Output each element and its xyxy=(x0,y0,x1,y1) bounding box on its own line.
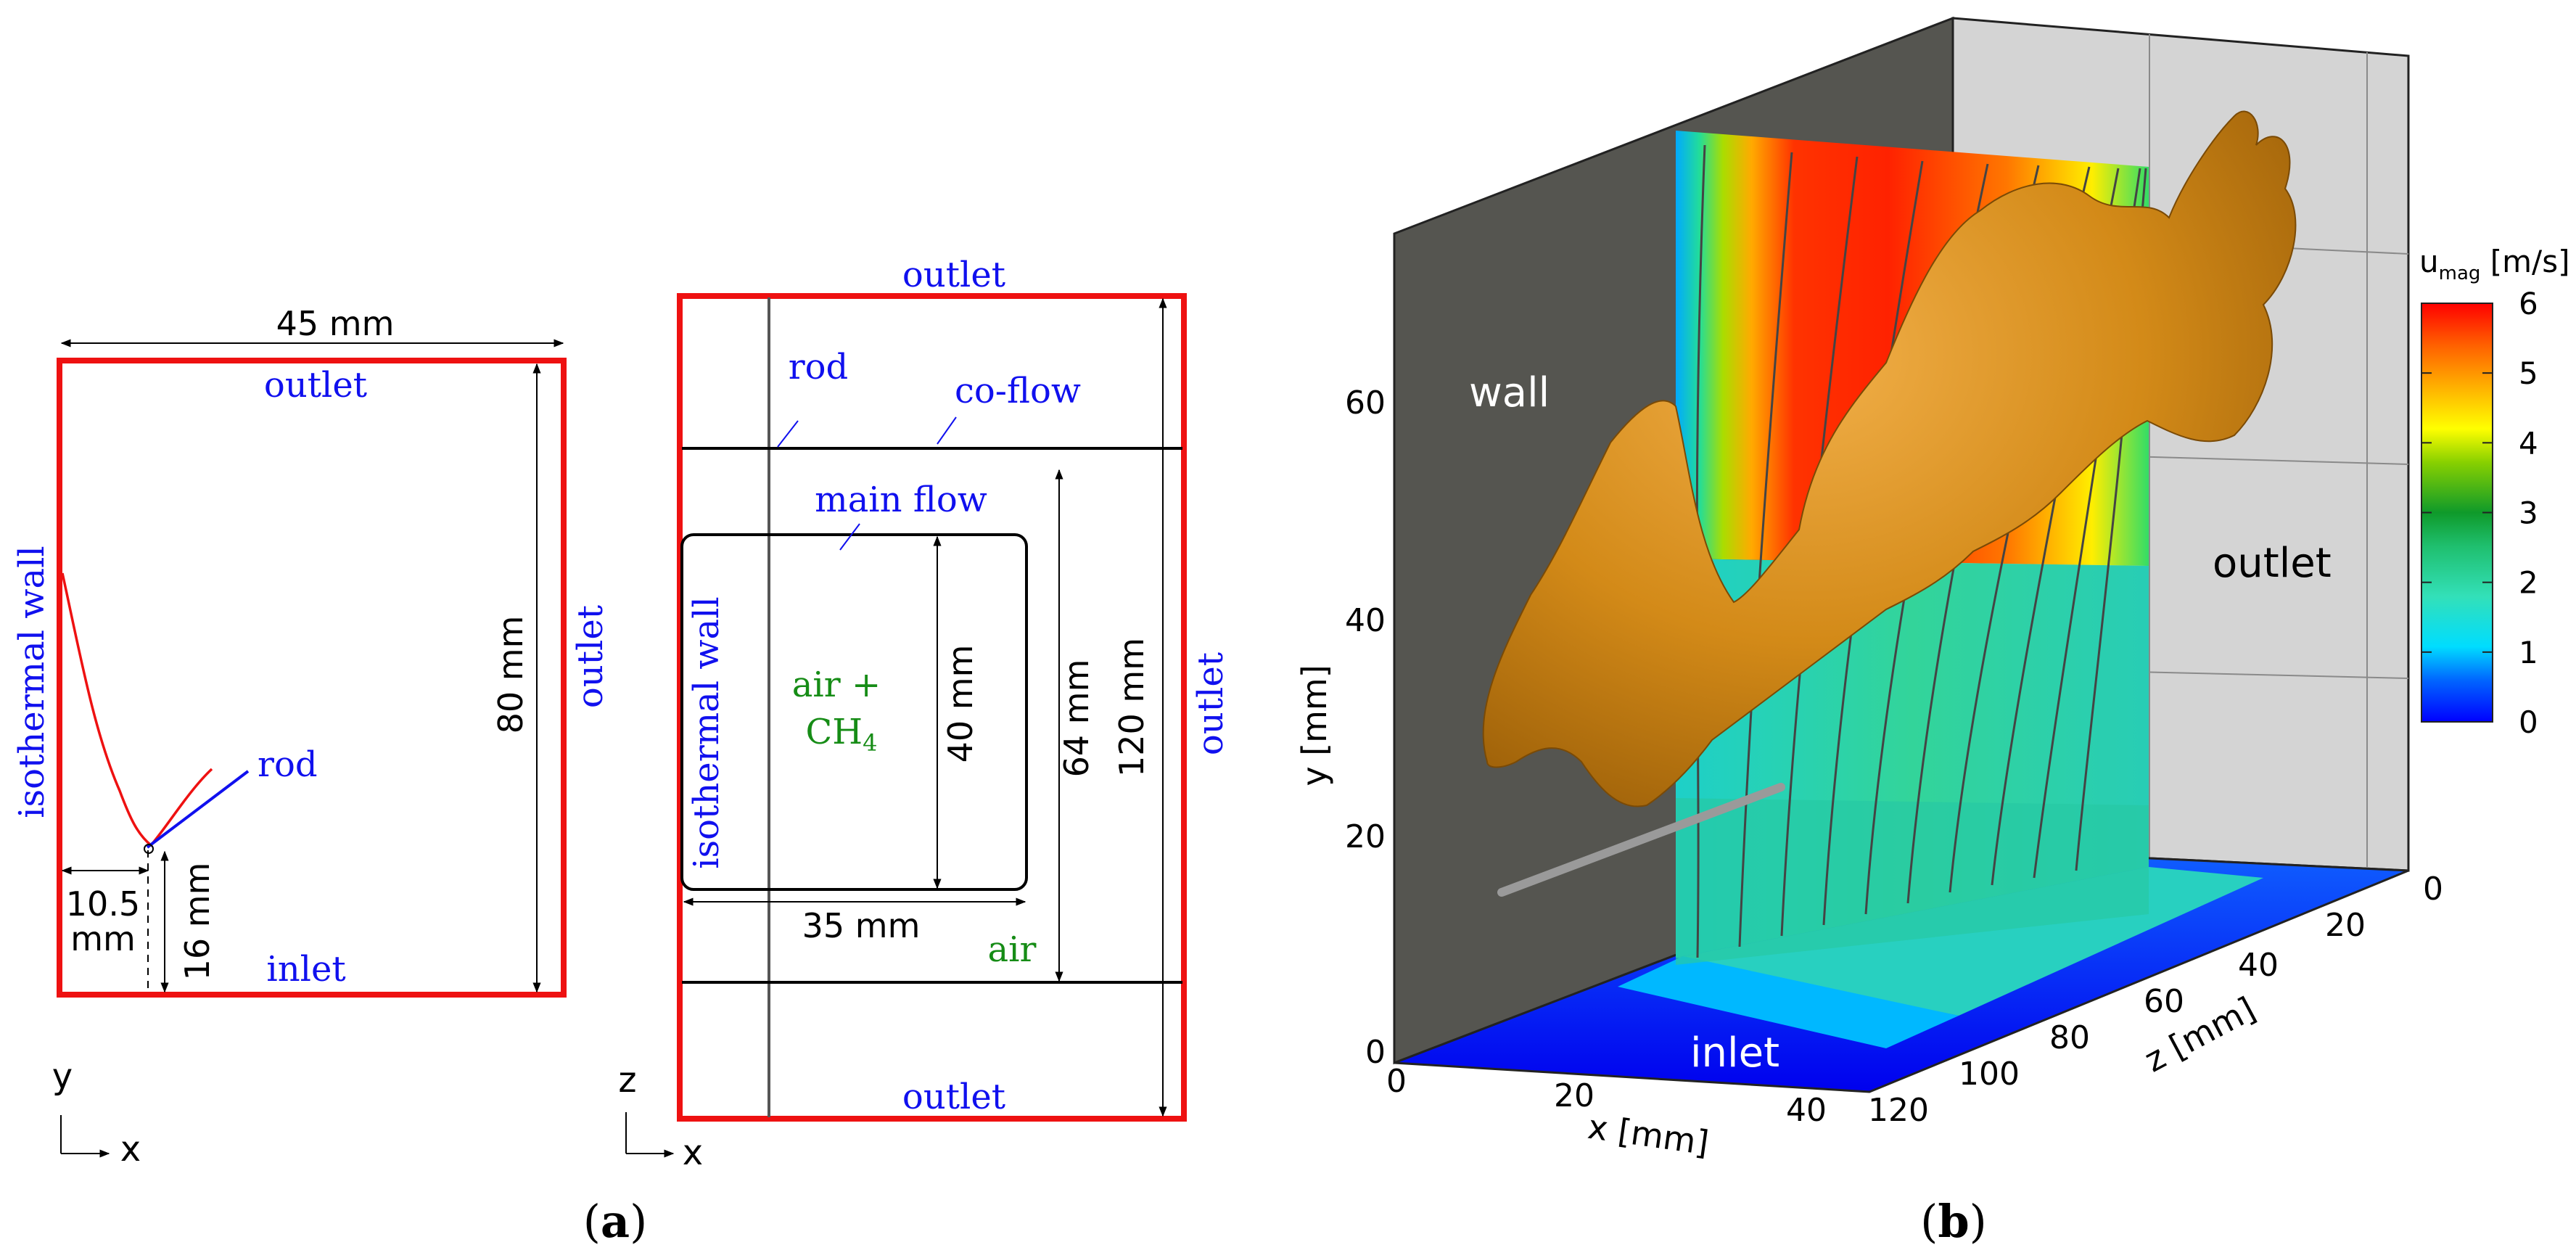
top-axis-z-label: z xyxy=(618,1060,636,1101)
rod-y-dimension-label: 16 mm xyxy=(178,863,217,981)
rod-3d xyxy=(1497,783,1785,897)
z-tick-60: 60 xyxy=(2144,983,2184,1020)
mixture-species: CH xyxy=(806,712,863,752)
mainflow-leader-line xyxy=(839,523,860,551)
z-tick-20: 20 xyxy=(2325,907,2366,944)
colorbar-tick-label: 1 xyxy=(2519,635,2538,670)
z-tick-100: 100 xyxy=(1959,1056,2020,1093)
colorbar-gradient xyxy=(2421,303,2493,723)
colorbar-title-main: u xyxy=(2419,244,2439,279)
side-view-schematic: 45 mm 80 mm outlet outlet isothermal wal… xyxy=(12,304,611,1169)
y-tick-0: 0 xyxy=(1365,1034,1386,1071)
y-axis: 0 20 40 60 y [mm] xyxy=(1295,385,1386,1071)
colorbar: umag [m/s] 0 1 2 3 4 5 6 xyxy=(2419,244,2569,740)
top-rod-label: rod xyxy=(789,347,849,387)
height-dimension-label: 80 mm xyxy=(491,616,530,734)
side-right-outlet-label: outlet xyxy=(570,605,611,708)
y-axis-title: y [mm] xyxy=(1295,665,1334,786)
panel-a-letter: a xyxy=(601,1195,630,1248)
top-isothermal-wall-label: isothermal wall xyxy=(686,596,727,869)
colorbar-tick-label: 0 xyxy=(2519,704,2538,740)
mixture-subscript: 4 xyxy=(863,729,877,757)
dim-64-label: 64 mm xyxy=(1057,659,1096,778)
side-axis-triad: y x xyxy=(52,1056,141,1169)
y-tick-40: 40 xyxy=(1345,602,1386,639)
colorbar-tick-label: 3 xyxy=(2519,496,2538,531)
rod-x-dimension-label-2: mm xyxy=(70,919,136,958)
velocity-slice-bottom xyxy=(1676,798,2149,965)
side-axis-y-label: y xyxy=(52,1056,73,1097)
mixture-label-line1: air + xyxy=(792,665,881,705)
inlet-label-3d: inlet xyxy=(1690,1029,1779,1077)
panel-b-letter: b xyxy=(1938,1195,1969,1248)
mixture-label-line2: CH4 xyxy=(806,712,878,757)
colorbar-tick-label: 4 xyxy=(2519,425,2538,461)
width-dimension-label: 45 mm xyxy=(276,304,395,343)
top-outlet-label-top: outlet xyxy=(902,255,1005,295)
z-tick-0: 0 xyxy=(2423,871,2443,908)
dim-120-label: 120 mm xyxy=(1112,638,1151,777)
top-outlet-label-bottom: outlet xyxy=(902,1077,1005,1117)
x-tick-20: 20 xyxy=(1554,1077,1594,1114)
rod-x-dimension-label-1: 10.5 xyxy=(66,884,140,924)
top-domain-border xyxy=(677,293,1187,1122)
floor-coflow-band xyxy=(1618,956,1959,1048)
top-axis-x-label: x xyxy=(683,1132,703,1173)
colorbar-title-sub: mag xyxy=(2439,263,2481,284)
top-outlet-label-right: outlet xyxy=(1190,652,1231,755)
top-view-schematic: outlet outlet outlet isothermal wall rod… xyxy=(618,255,1231,1173)
flame-front-contour xyxy=(61,572,213,847)
panel-a-close-paren: ) xyxy=(630,1195,647,1248)
colorbar-title-unit: [m/s] xyxy=(2480,244,2569,279)
side-domain-border xyxy=(57,358,567,998)
panel-b-close-paren: ) xyxy=(1970,1195,1987,1248)
x-tick-40: 40 xyxy=(1786,1092,1827,1129)
wall-label: wall xyxy=(1469,369,1550,416)
dim-40-label: 40 mm xyxy=(941,645,980,763)
colorbar-tick-label: 6 xyxy=(2519,286,2538,321)
panel-a-open-paren: ( xyxy=(583,1195,601,1248)
colorbar-tick-labels: 0 1 2 3 4 5 6 xyxy=(2519,286,2538,740)
outlet-label-3d: outlet xyxy=(2213,540,2332,587)
colorbar-title: umag [m/s] xyxy=(2419,244,2569,284)
air-label: air xyxy=(988,929,1037,970)
panel-b-open-paren: ( xyxy=(1920,1195,1938,1248)
coflow-label: co-flow xyxy=(955,371,1081,411)
colorbar-tick-label: 2 xyxy=(2519,565,2538,601)
panel-b-caption: (b) xyxy=(1920,1195,1987,1248)
y-tick-60: 60 xyxy=(1345,385,1386,422)
colorbar-tick-label: 5 xyxy=(2519,355,2538,391)
rod-line xyxy=(146,770,250,849)
simulation-3d-render: wall outlet inlet 0 20 40 60 y [mm] 0 20… xyxy=(1295,16,2443,1163)
side-isothermal-wall-label: isothermal wall xyxy=(12,546,52,818)
coflow-leader-line xyxy=(937,416,957,445)
x-axis-title: x [mm] xyxy=(1586,1107,1711,1163)
side-top-outlet-label: outlet xyxy=(264,365,367,406)
z-tick-80: 80 xyxy=(2049,1019,2090,1056)
colorbar-ticks xyxy=(2421,303,2493,723)
main-flow-region xyxy=(680,533,1028,891)
panel-a-caption: (a) xyxy=(583,1195,648,1248)
z-tick-40: 40 xyxy=(2238,947,2279,984)
side-inlet-label: inlet xyxy=(266,949,345,990)
side-axis-x-label: x xyxy=(120,1129,141,1169)
flame-isosurface xyxy=(1482,110,2297,807)
rod-leader-line xyxy=(777,420,799,448)
x-tick-0: 0 xyxy=(1386,1063,1407,1100)
mainflow-label: main flow xyxy=(815,480,987,520)
side-rod-label: rod xyxy=(258,744,318,785)
top-axis-triad: z x xyxy=(618,1060,703,1173)
dim-35-label: 35 mm xyxy=(802,906,921,945)
y-tick-20: 20 xyxy=(1345,818,1386,855)
z-tick-120: 120 xyxy=(1868,1092,1929,1129)
